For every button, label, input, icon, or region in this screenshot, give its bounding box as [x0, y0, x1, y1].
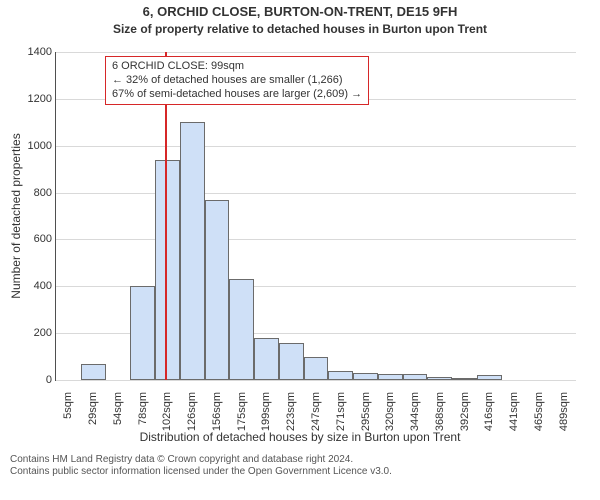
- histogram-bar: [353, 373, 378, 380]
- xtick-label: 247sqm: [310, 392, 322, 431]
- xtick-label: 126sqm: [186, 392, 198, 431]
- ytick-label: 200: [12, 327, 56, 339]
- xtick-label: 441sqm: [508, 392, 520, 431]
- xtick-label: 54sqm: [112, 392, 124, 425]
- histogram-bar: [81, 364, 106, 380]
- xtick-label: 295sqm: [360, 392, 372, 431]
- histogram-bar: [304, 357, 329, 380]
- histogram-bar: [452, 378, 477, 380]
- xtick-label: 344sqm: [409, 392, 421, 431]
- ytick-label: 1000: [12, 140, 56, 152]
- xtick-label: 368sqm: [434, 392, 446, 431]
- annotation-line3: 67% of semi-detached houses are larger (…: [112, 88, 362, 102]
- xtick-label: 271sqm: [335, 392, 347, 431]
- histogram-bar: [279, 343, 304, 380]
- histogram-bar: [378, 374, 403, 380]
- gridline: [56, 146, 576, 147]
- annotation-line1: 6 ORCHID CLOSE: 99sqm: [112, 60, 362, 74]
- xtick-label: 320sqm: [384, 392, 396, 431]
- chart-title-line1: 6, ORCHID CLOSE, BURTON-ON-TRENT, DE15 9…: [0, 4, 600, 19]
- xtick-label: 489sqm: [558, 392, 570, 431]
- histogram-bar: [254, 338, 279, 380]
- gridline: [56, 239, 576, 240]
- xtick-label: 199sqm: [260, 392, 272, 431]
- xtick-label: 29sqm: [87, 392, 99, 425]
- ytick-label: 600: [12, 233, 56, 245]
- xtick-label: 175sqm: [236, 392, 248, 431]
- histogram-bar: [155, 160, 180, 380]
- xtick-label: 223sqm: [285, 392, 297, 431]
- ytick-label: 400: [12, 280, 56, 292]
- histogram-bar: [477, 375, 502, 380]
- ytick-label: 0: [12, 374, 56, 386]
- xtick-label: 102sqm: [161, 392, 173, 431]
- annotation-line2: ← 32% of detached houses are smaller (1,…: [112, 74, 362, 88]
- histogram-bar: [328, 371, 353, 380]
- histogram-bar: [229, 279, 254, 380]
- ytick-label: 1200: [12, 93, 56, 105]
- gridline: [56, 380, 576, 381]
- footer-line2: Contains public sector information licen…: [10, 466, 600, 478]
- histogram-bar: [180, 122, 205, 380]
- footer-line1: Contains HM Land Registry data © Crown c…: [10, 454, 600, 466]
- histogram-bar: [205, 200, 230, 380]
- chart-title-line2: Size of property relative to detached ho…: [0, 22, 600, 36]
- x-axis-label: Distribution of detached houses by size …: [0, 430, 600, 444]
- y-axis-label: Number of detached properties: [9, 133, 23, 298]
- ytick-label: 800: [12, 187, 56, 199]
- gridline: [56, 52, 576, 53]
- xtick-label: 392sqm: [459, 392, 471, 431]
- xtick-label: 5sqm: [62, 392, 74, 419]
- ytick-label: 1400: [12, 46, 56, 58]
- histogram-bar: [427, 377, 452, 381]
- xtick-label: 78sqm: [137, 392, 149, 425]
- attribution-footer: Contains HM Land Registry data © Crown c…: [0, 454, 600, 478]
- xtick-label: 156sqm: [211, 392, 223, 431]
- annotation-box: 6 ORCHID CLOSE: 99sqm← 32% of detached h…: [105, 56, 369, 105]
- histogram-bar: [403, 374, 428, 380]
- gridline: [56, 193, 576, 194]
- xtick-label: 416sqm: [483, 392, 495, 431]
- histogram-bar: [130, 286, 155, 380]
- xtick-label: 465sqm: [533, 392, 545, 431]
